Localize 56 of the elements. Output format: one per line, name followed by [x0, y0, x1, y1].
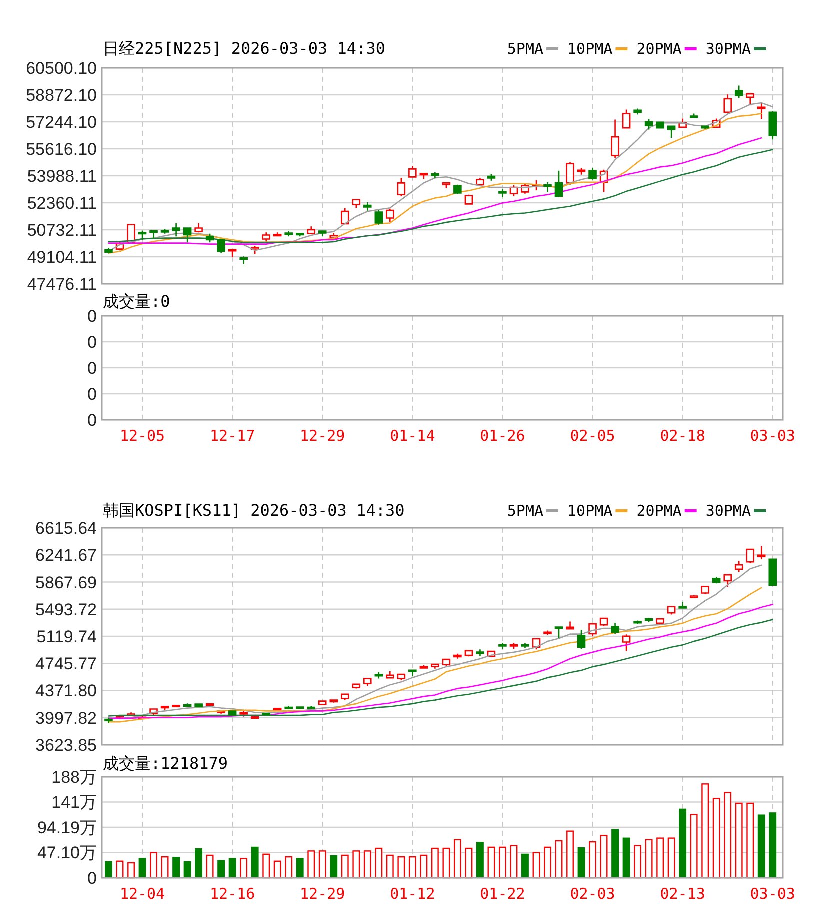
- y-tick-label: 53988.11: [27, 167, 97, 186]
- chart-title: 成交量:0: [103, 292, 170, 311]
- y-tick-label: 3997.82: [36, 708, 97, 728]
- y-tick-label: 49104.11: [27, 248, 97, 267]
- legend-label: 10PMA: [568, 502, 613, 520]
- x-tick-label: 01-22: [480, 885, 526, 903]
- y-tick-label: 55616.10: [26, 140, 97, 159]
- x-tick-label: 01-12: [390, 885, 436, 903]
- x-tick-label: 01-14: [390, 427, 436, 445]
- legend-label: 5PMA: [507, 502, 544, 520]
- legend-label: 30PMA: [706, 40, 751, 58]
- chart-title: 韩国KOSPI[KS11] 2026-03-03 14:30: [103, 501, 405, 520]
- y-tick-label: 0: [88, 359, 97, 378]
- y-tick-label: 4745.77: [36, 654, 97, 674]
- legend-label: 30PMA: [706, 502, 751, 520]
- x-tick-label: 02-03: [570, 885, 616, 903]
- y-tick-label: 3623.85: [36, 736, 97, 755]
- x-tick-label: 12-05: [120, 427, 166, 445]
- chart-title: 日经225[N225] 2026-03-03 14:30: [103, 39, 386, 58]
- y-tick-label: 0: [88, 307, 97, 326]
- y-tick-label: 60500.10: [26, 59, 97, 78]
- y-tick-label: 50732.11: [27, 221, 97, 240]
- y-tick-label: 0: [88, 385, 97, 404]
- chart-title: 成交量:1218179: [103, 754, 228, 773]
- y-tick-label: 5493.72: [36, 600, 97, 620]
- y-tick-label: 58872.10: [26, 86, 97, 105]
- y-tick-label: 47476.11: [27, 275, 97, 294]
- x-tick-label: 03-03: [750, 885, 796, 903]
- y-tick-label: 4371.80: [36, 682, 97, 701]
- y-tick-label: 0: [88, 333, 97, 352]
- y-tick-label: 0: [88, 411, 97, 430]
- x-tick-label: 12-04: [120, 885, 166, 903]
- y-tick-label: 6615.64: [36, 519, 97, 538]
- legend-label: 20PMA: [636, 40, 682, 58]
- y-tick-label: 141万: [52, 793, 97, 812]
- y-tick-label: 6241.67: [36, 546, 97, 566]
- x-tick-label: 03-03: [750, 427, 796, 445]
- legend-label: 10PMA: [568, 40, 613, 58]
- legend-label: 5PMA: [507, 40, 544, 58]
- x-tick-label: 12-29: [300, 427, 346, 445]
- y-tick-label: 0: [88, 869, 97, 888]
- y-tick-label: 188万: [52, 768, 97, 787]
- x-tick-label: 12-16: [210, 885, 256, 903]
- x-tick-label: 02-05: [570, 427, 616, 445]
- x-tick-label: 02-13: [660, 885, 706, 903]
- x-tick-label: 01-26: [480, 427, 526, 445]
- x-tick-label: 12-17: [210, 427, 256, 445]
- y-tick-label: 5119.74: [36, 628, 97, 646]
- y-tick-label: 94.19万: [37, 818, 97, 838]
- y-tick-label: 47.10万: [37, 844, 97, 863]
- y-tick-label: 52360.11: [27, 194, 97, 213]
- y-tick-label: 5867.69: [36, 573, 97, 592]
- x-tick-label: 02-18: [660, 427, 706, 445]
- x-tick-label: 12-29: [300, 885, 346, 903]
- y-tick-label: 57244.10: [26, 113, 97, 132]
- legend-label: 20PMA: [636, 502, 682, 520]
